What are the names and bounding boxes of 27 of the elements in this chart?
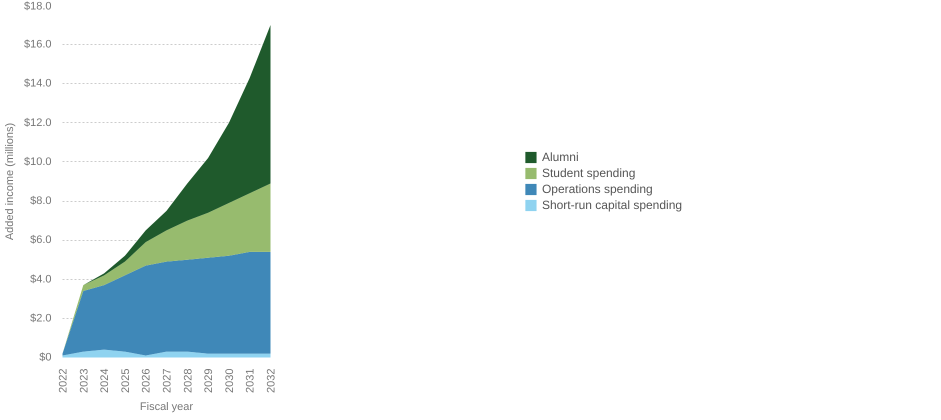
x-tick-label: 2031 bbox=[244, 368, 257, 393]
legend-label: Short-run capital spending bbox=[542, 198, 682, 212]
y-tick-label: $10.0 bbox=[24, 156, 52, 168]
y-tick-label: $4.0 bbox=[30, 273, 52, 286]
x-tick-label: 2029 bbox=[203, 368, 216, 393]
y-axis-title: Added income (millions) bbox=[4, 122, 16, 240]
x-tick-label: 2025 bbox=[120, 368, 132, 393]
y-tick-label: $14.0 bbox=[24, 78, 52, 90]
y-tick-label: $12.0 bbox=[24, 116, 52, 129]
legend-label: Operations spending bbox=[542, 182, 653, 196]
y-tick-label: $8.0 bbox=[30, 195, 52, 208]
x-tick-label: 2026 bbox=[140, 368, 153, 393]
y-tick-label: $2.0 bbox=[30, 312, 52, 324]
legend-label: Student spending bbox=[542, 166, 636, 180]
y-tick-label: $18.0 bbox=[24, 0, 52, 12]
x-tick-label: 2022 bbox=[58, 368, 70, 393]
x-tick-label: 2028 bbox=[182, 368, 194, 393]
x-tick-label: 2032 bbox=[266, 368, 278, 393]
x-tick-label: 2024 bbox=[99, 368, 112, 393]
y-tick-label: $16.0 bbox=[24, 38, 52, 51]
x-tick-label: 2023 bbox=[78, 368, 90, 393]
x-axis-title: Fiscal year bbox=[140, 400, 194, 413]
x-tick-label: 2030 bbox=[224, 368, 236, 393]
y-tick-label: $0 bbox=[39, 352, 52, 364]
x-tick-label: 2027 bbox=[162, 368, 174, 393]
y-tick-label: $6.0 bbox=[30, 234, 52, 246]
legend-label: Alumni bbox=[542, 150, 579, 164]
